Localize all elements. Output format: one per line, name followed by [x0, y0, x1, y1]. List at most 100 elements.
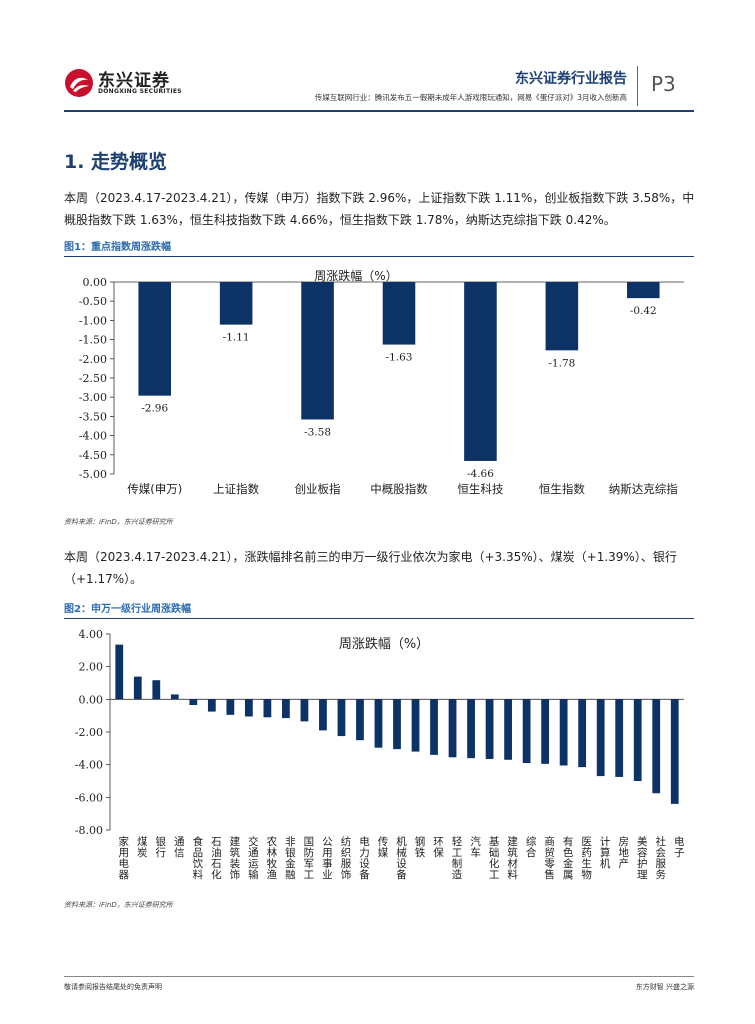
x-tick-label: 食品饮料 [191, 835, 203, 880]
x-tick-label: 通信 [173, 836, 185, 858]
x-tick-label: 计算机 [599, 835, 611, 869]
x-tick-label: 中概股指数 [370, 482, 428, 496]
x-tick-label: 有色金属 [562, 835, 574, 880]
index-weekly-change-chart: 0.00 -0.50 -1.00 -1.50 -2.00 -2.50 -3.00 -3.50 -… [64, 262, 694, 502]
bar [467, 699, 475, 759]
report-subtitle: 传媒互联网行业：腾讯发布五一假期未成年人游戏限玩通知，网易《蛋仔派对》3月收入创… [314, 93, 627, 102]
x-tick-label: 轻工制造 [451, 835, 463, 880]
bar-value-label: -1.63 [386, 352, 413, 364]
x-tick-label: 基础化工 [488, 835, 500, 880]
y-tick-label: -2.00 [75, 726, 103, 739]
figure-2-title: 图2：申万一级行业周涨跌幅 [64, 604, 191, 615]
page-number: P3 [651, 72, 676, 96]
x-tick-label: 钢铁 [414, 835, 426, 858]
industry-weekly-change-svg: 4.00 2.00 0.00 -2.00 -4.00 -6.00 -8.00 周涨跌幅（%） 家… [75, 628, 685, 880]
bar [374, 699, 383, 748]
y-tick-label: 2.00 [79, 661, 104, 674]
y-tick-label: -4.00 [79, 430, 107, 443]
figure-2-rule [64, 618, 694, 619]
bar-value-label: -3.58 [304, 426, 331, 438]
company-logo: 东兴证券 DONGXING SECURITIES [64, 66, 184, 106]
bar [301, 282, 334, 420]
y-tick-label: -4.50 [79, 449, 107, 462]
x-tick-label: 传媒(申万) [127, 482, 182, 496]
section-title: 1. 走势概览 [64, 151, 168, 173]
bar-value-label: -1.11 [223, 332, 250, 344]
bar [652, 699, 661, 794]
bar [522, 699, 531, 764]
footer-slogan: 东方财智 兴盛之源 [635, 983, 694, 991]
y-tick-label: -8.00 [75, 824, 103, 837]
logo-mark-icon [65, 69, 93, 97]
bar [393, 699, 401, 750]
bar [382, 282, 416, 345]
report-title: 东兴证券行业报告 [515, 71, 627, 87]
bar [356, 699, 364, 741]
bar [670, 699, 679, 804]
x-tick-label: 汽车 [469, 835, 481, 858]
footer-rule [64, 976, 694, 977]
x-tick-label: 煤炭 [136, 835, 148, 858]
bar [485, 699, 494, 759]
bar [615, 699, 624, 777]
bar [596, 699, 605, 777]
figure-1-source: 资料来源：iFinD，东兴证券研究所 [64, 518, 173, 526]
figure-2-source: 资料来源：iFinD，东兴证券研究所 [64, 901, 173, 909]
bar [300, 699, 309, 722]
x-tick-label: 机械设备 [395, 835, 407, 880]
bar [319, 699, 327, 731]
bar [282, 699, 290, 719]
bar [627, 282, 660, 299]
brand-name: 东兴证券 [98, 71, 170, 91]
bar [504, 699, 512, 760]
bar-value-label: -4.66 [467, 468, 494, 480]
page-header: 东兴证券 DONGXING SECURITIES 东兴证券行业报告 传媒互联网行… [0, 0, 755, 120]
x-tick-label: 社会服务 [654, 835, 666, 880]
bar [430, 699, 438, 755]
y-tick-label: -4.00 [75, 759, 103, 772]
x-tick-label: 恒生科技 [457, 482, 503, 496]
paragraph-industry-summary: 本周（2023.4.17-2023.4.21），涨跌幅排名前三的申万一级行业依次… [64, 550, 677, 586]
x-tick-label: 创业板指 [295, 482, 341, 496]
footer-disclaimer: 敬请参阅报告结尾处的免责声明 [64, 983, 162, 991]
x-tick-label: 传媒 [376, 836, 388, 858]
x-tick-label: 环保 [432, 836, 444, 858]
x-tick-label: 家用电器 [117, 835, 129, 880]
index-weekly-change-svg: 0.00 -0.50 -1.00 -1.50 -2.00 -2.50 -3.00 -3.50 -… [79, 268, 684, 496]
brand-name-en: DONGXING SECURITIES [98, 88, 182, 95]
chart-title: 周涨跌幅（%） [339, 636, 429, 652]
x-tick-label: 农林牧渔 [265, 835, 277, 880]
x-tick-label: 美容护理 [636, 835, 648, 880]
y-tick-label: -0.50 [79, 295, 107, 308]
bar-value-label: -1.78 [548, 357, 575, 369]
bar [541, 699, 550, 764]
paragraph-index-summary: 本周（2023.4.17-2023.4.21），传媒（申万）指数下跌 2.96%… [64, 191, 695, 227]
y-tick-label: 0.00 [79, 693, 104, 706]
bar [219, 282, 253, 325]
bar [133, 676, 142, 700]
figure-1-rule [64, 256, 694, 257]
bar [578, 699, 587, 768]
y-tick-label: -2.00 [79, 353, 107, 366]
industry-weekly-change-chart: 4.00 2.00 0.00 -2.00 -4.00 -6.00 -8.00 周涨跌幅（%） 家… [64, 624, 694, 890]
x-tick-label: 医药生物 [580, 836, 592, 880]
bar [263, 699, 272, 718]
x-tick-label: 综合 [525, 835, 537, 858]
bar [115, 644, 124, 700]
bar [226, 699, 235, 715]
x-tick-label: 电力设备 [358, 835, 370, 880]
y-tick-label: 4.00 [79, 628, 104, 641]
y-tick-label: -1.50 [79, 334, 107, 347]
bar [170, 694, 179, 700]
x-tick-label: 建筑材料 [506, 835, 518, 880]
bar [244, 699, 253, 717]
bar-value-label: -2.96 [141, 403, 168, 415]
x-tick-label: 纺织服饰 [339, 835, 351, 880]
figure-1-title: 图1：重点指数周涨跌幅 [64, 242, 171, 253]
y-tick-label: -2.50 [79, 372, 107, 385]
y-tick-label: 0.00 [83, 276, 108, 289]
bar [189, 699, 198, 706]
bar [337, 699, 346, 737]
bar [464, 282, 497, 461]
x-tick-label: 石油石化 [210, 836, 222, 880]
